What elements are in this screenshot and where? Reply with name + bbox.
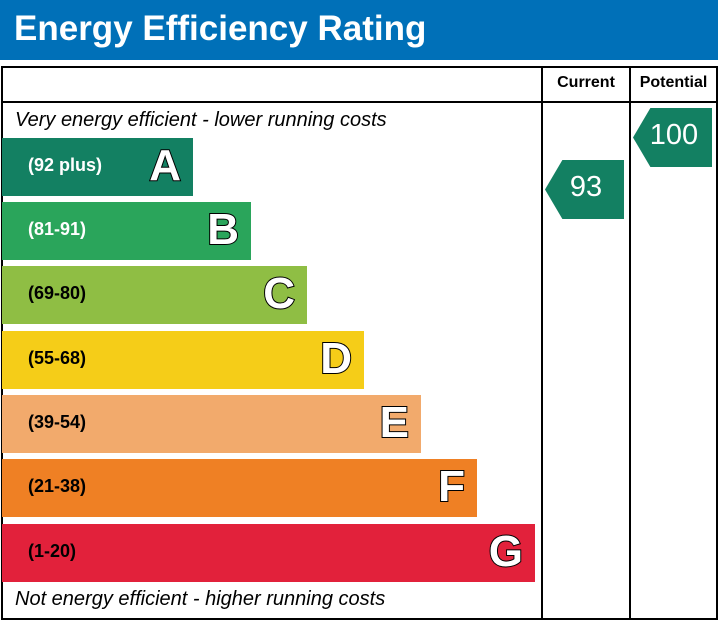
band-range: (39-54) [28, 412, 87, 432]
band-bar-f: (21-38) F [2, 459, 477, 517]
band-letter: D [319, 333, 353, 384]
potential-header: Potential [639, 74, 708, 91]
chart-title: Energy Efficiency Rating [14, 9, 427, 48]
title-bar: Energy Efficiency Rating [0, 0, 718, 60]
bottom-note: Not energy efficient - higher running co… [15, 588, 386, 610]
band-bar-d: (55-68) D [2, 331, 364, 389]
band-bar-b: (81-91) B [2, 202, 251, 260]
potential-rating-arrow: 100 [633, 108, 712, 167]
band-range: (55-68) [28, 348, 87, 368]
band-letter: G [488, 526, 524, 577]
band-bar-e: (39-54) E [2, 395, 421, 453]
band-range: (81-91) [28, 219, 87, 239]
top-note: Very energy efficient - lower running co… [15, 109, 387, 131]
band-range: (1-20) [28, 541, 77, 561]
band-bar-g: (1-20) G [2, 524, 535, 582]
potential-rating-value: 100 [649, 119, 699, 151]
band-bar-a: (92 plus) A [2, 138, 193, 196]
band-range: (92 plus) [28, 155, 103, 175]
band-letter: E [379, 397, 410, 448]
band-letter: C [262, 268, 296, 319]
band-range: (21-38) [28, 476, 87, 496]
band-letter: A [148, 140, 182, 191]
band-range: (69-80) [28, 283, 87, 303]
column-divider [541, 66, 543, 619]
header-divider [1, 101, 718, 103]
column-divider [629, 66, 631, 619]
band-letter: B [206, 204, 240, 255]
current-header: Current [557, 74, 615, 91]
band-letter: F [437, 461, 466, 512]
current-rating-arrow: 93 [545, 160, 624, 219]
current-rating-value: 93 [569, 171, 603, 203]
band-bar-c: (69-80) C [2, 266, 307, 324]
